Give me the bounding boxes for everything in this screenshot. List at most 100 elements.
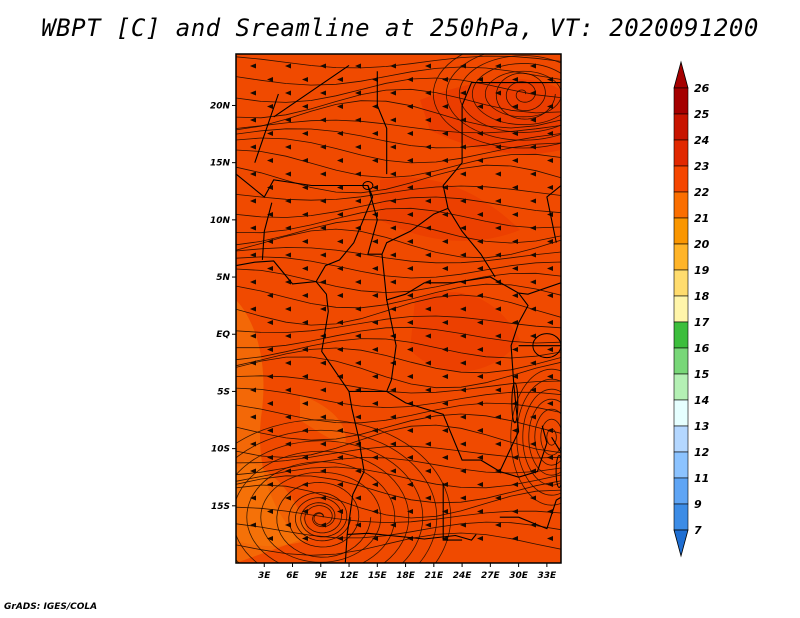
streamline-arrow [425,225,431,231]
streamline-arrow [285,306,291,312]
streamline-arrow [460,387,466,393]
streamline-easterly [236,283,561,309]
y-tick-label: 15N [210,159,231,169]
streamline-arrow [460,441,466,447]
x-tick-label: 24E [453,571,473,581]
streamline-arrow [442,509,448,514]
colorbar: 26 25 24 23 22 21 20 19 18 17 16 15 14 13 12 11 9 7 [673,60,710,558]
border-benin-nigeria [261,202,273,260]
streamline-arrow [512,374,518,379]
border-car [381,207,496,278]
streamline-arrow [460,495,466,501]
streamline-easterly [236,347,561,374]
streamline-arrow [250,198,256,204]
streamline-arrow [442,401,448,406]
streamline-arrow [250,306,256,312]
border-congo [386,299,397,392]
streamline-arrow [425,522,431,528]
streamline-arrow [512,509,518,514]
streamline-arrow [460,333,466,339]
streamline-arrow [267,131,273,136]
streamline-easterly [236,326,561,349]
streamline-easterly [236,521,561,539]
x-tick-label: 33E [538,571,558,581]
streamline-arrow [372,374,378,379]
streamline-arrow [372,482,378,487]
streamline-arrow [460,171,466,177]
streamline-arrow [250,171,256,177]
streamline-arrow [390,117,396,123]
streamline-arrow [530,306,536,312]
streamline-arrow [372,509,378,514]
streamline-arrow [442,347,448,352]
streamline-arrow [442,131,448,136]
streamline-arrow [337,374,343,379]
streamline-arrow [285,414,291,420]
colorbar-label: 16 [694,342,710,355]
streamline-arrow [477,212,483,217]
streamline-arrow [530,252,536,258]
streamline-arrow [495,387,501,393]
streamline-arrow [547,185,553,190]
streamline-arrow [390,225,396,231]
streamline-arrow [407,509,413,514]
streamline-arrow [512,239,518,244]
streamline-arrow [460,225,466,231]
streamline-arrow [460,144,466,150]
streamline-arrow [512,293,518,298]
streamline-arrow [372,401,378,406]
streamline-arrow [547,455,553,460]
streamline-arrow [285,387,291,393]
streamline-arrow [372,320,378,325]
streamline-arrow [320,360,326,366]
vortex-east-ring [522,388,561,486]
streamline-easterly [236,185,561,201]
streamline-arrow [390,171,396,177]
streamline-arrow [530,198,536,204]
colorbar-label: 23 [694,160,710,173]
streamline-arrow [425,252,431,258]
streamline-arrow [250,522,256,528]
streamline-arrow [302,104,308,109]
streamline-arrow [442,374,448,379]
map-frame [235,53,562,564]
streamline-easterly [236,88,561,119]
streamline-arrow [267,374,273,379]
streamline-arrow [425,144,431,150]
streamline-arrow [547,158,553,163]
lake-chad [362,181,374,191]
streamline-arrow [355,360,361,366]
streamline-arrow [477,293,483,298]
streamline-arrow [477,455,483,460]
streamline-arrow [267,347,273,352]
streamline-arrow [320,90,326,96]
streamline-arrow [477,266,483,271]
streamline-arrow [442,293,448,298]
border-sudan-ethiopia [546,184,561,243]
streamline-arrow [250,252,256,258]
streamline-arrow [460,90,466,96]
colorbar-swatch [673,87,689,115]
streamline-arrow [267,428,273,433]
streamline-arrow [355,306,361,312]
streamline-arrow [267,293,273,298]
streamline-arrow [372,536,378,541]
streamline-easterly [236,196,561,218]
streamline-arrow [250,279,256,285]
colorbar-label: 24 [694,134,709,147]
streamline-easterly [236,228,561,259]
streamline-arrow [390,306,396,312]
streamline-easterly [236,207,561,234]
streamline-arrow [267,482,273,487]
streamline-arrow [460,468,466,474]
streamline-arrow [477,320,483,325]
colorbar-label: 7 [694,524,702,537]
streamline-arrow [442,455,448,460]
streamline-arrow [512,266,518,271]
vortex-northeast-ring [471,63,561,126]
cyclone-southwest-ring [236,419,452,563]
streamline-arrow [302,536,308,541]
streamline-arrow [530,63,536,69]
streamline-easterly [236,256,561,279]
grads-credit: GrADS: IGES/COLA [4,602,98,612]
